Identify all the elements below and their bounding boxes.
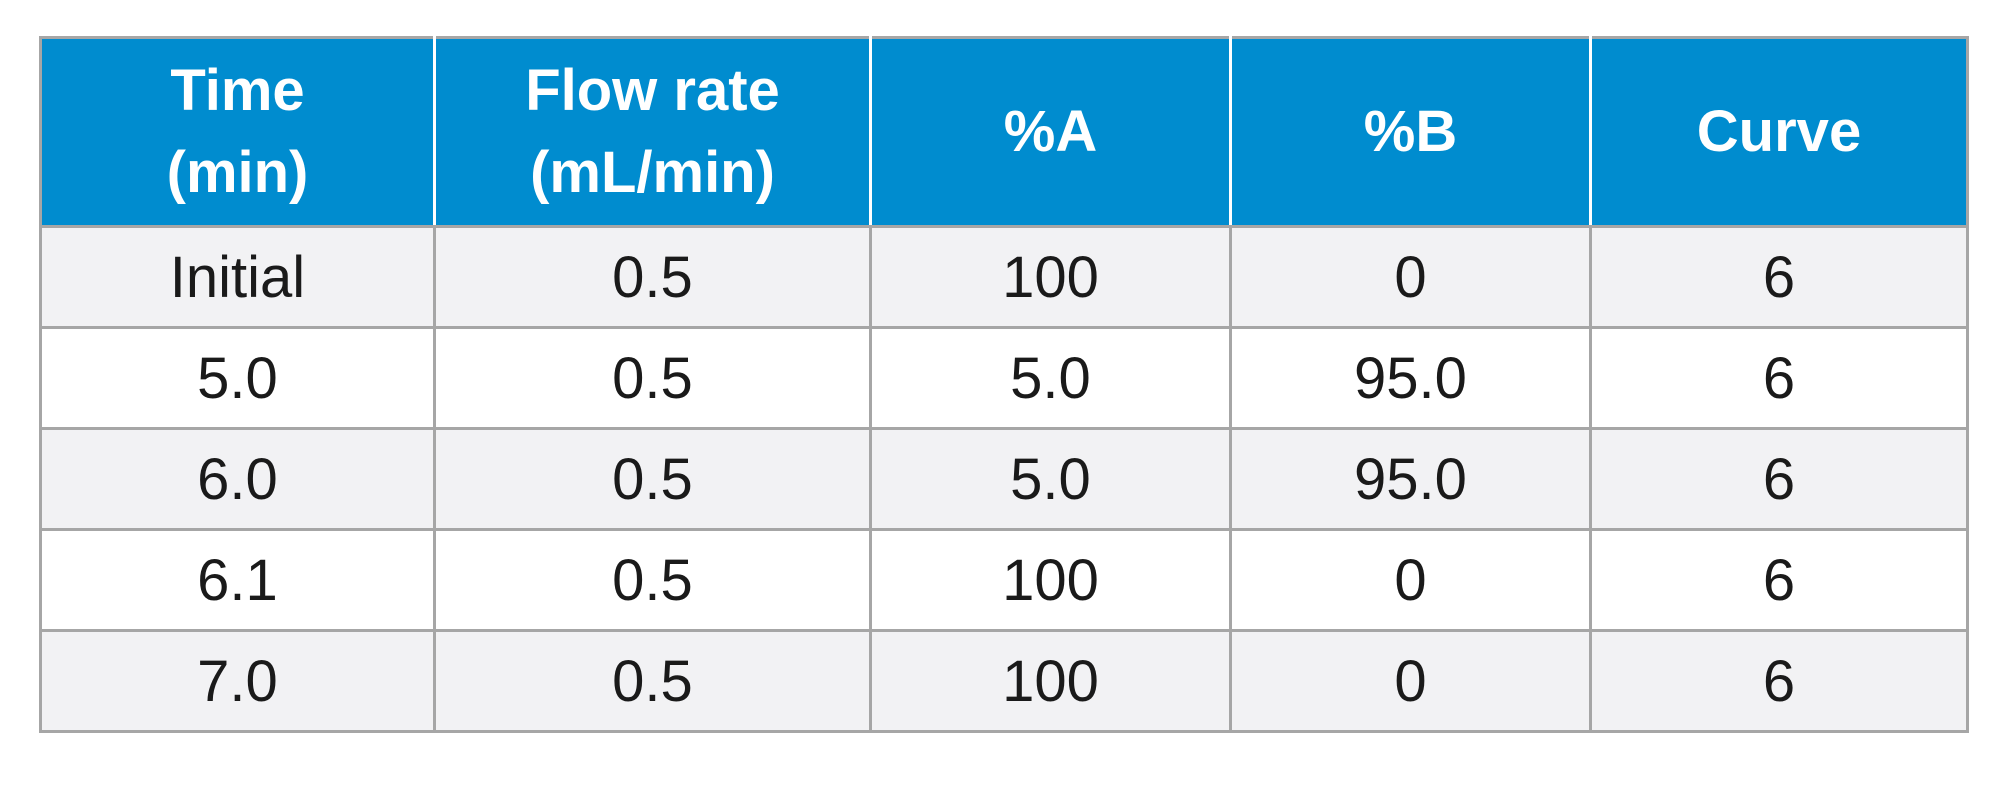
cell-flow-rate: 0.5 — [433, 528, 872, 632]
cell-curve: 6 — [1589, 326, 1969, 430]
cell-curve: 6 — [1589, 528, 1969, 632]
cell-flow-rate: 0.5 — [433, 326, 872, 430]
cell-percent-b: 0 — [1229, 528, 1592, 632]
cell-time: 6.1 — [39, 528, 436, 632]
cell-flow-rate: 0.5 — [433, 427, 872, 531]
header-percent-a: %A — [869, 36, 1232, 228]
table-body: Initial 0.5 100 0 6 5.0 0.5 5.0 95.0 6 6… — [39, 225, 1969, 733]
header-time-unit: (min) — [166, 140, 309, 205]
cell-percent-a: 100 — [869, 225, 1232, 329]
gradient-table: Time (min) Flow rate (mL/min) %A %B Curv… — [39, 36, 1969, 733]
cell-curve: 6 — [1589, 629, 1969, 733]
table-row: 6.1 0.5 100 0 6 — [39, 528, 1969, 632]
header-time-label: Time — [170, 58, 305, 123]
cell-percent-b: 0 — [1229, 629, 1592, 733]
cell-time: Initial — [39, 225, 436, 329]
cell-time: 6.0 — [39, 427, 436, 531]
header-row: Time (min) Flow rate (mL/min) %A %B Curv… — [39, 36, 1969, 228]
header-percent-a-label: %A — [1003, 99, 1098, 164]
header-flow-rate: Flow rate (mL/min) — [433, 36, 872, 228]
header-percent-b-label: %B — [1363, 99, 1458, 164]
header-percent-b: %B — [1229, 36, 1592, 228]
header-curve: Curve — [1589, 36, 1969, 228]
table-header: Time (min) Flow rate (mL/min) %A %B Curv… — [39, 36, 1969, 228]
cell-percent-a: 100 — [869, 629, 1232, 733]
table-row: Initial 0.5 100 0 6 — [39, 225, 1969, 329]
gradient-table-container: Time (min) Flow rate (mL/min) %A %B Curv… — [39, 36, 1969, 733]
cell-percent-a: 5.0 — [869, 326, 1232, 430]
cell-percent-b: 95.0 — [1229, 427, 1592, 531]
cell-percent-b: 0 — [1229, 225, 1592, 329]
header-flow-rate-label: Flow rate — [525, 58, 780, 123]
header-curve-label: Curve — [1696, 99, 1862, 164]
cell-curve: 6 — [1589, 225, 1969, 329]
table-row: 6.0 0.5 5.0 95.0 6 — [39, 427, 1969, 531]
header-flow-rate-unit: (mL/min) — [530, 140, 775, 205]
table-row: 5.0 0.5 5.0 95.0 6 — [39, 326, 1969, 430]
cell-flow-rate: 0.5 — [433, 225, 872, 329]
cell-time: 7.0 — [39, 629, 436, 733]
cell-percent-a: 5.0 — [869, 427, 1232, 531]
cell-flow-rate: 0.5 — [433, 629, 872, 733]
cell-percent-a: 100 — [869, 528, 1232, 632]
table-row: 7.0 0.5 100 0 6 — [39, 629, 1969, 733]
cell-time: 5.0 — [39, 326, 436, 430]
header-time: Time (min) — [39, 36, 436, 228]
cell-percent-b: 95.0 — [1229, 326, 1592, 430]
cell-curve: 6 — [1589, 427, 1969, 531]
